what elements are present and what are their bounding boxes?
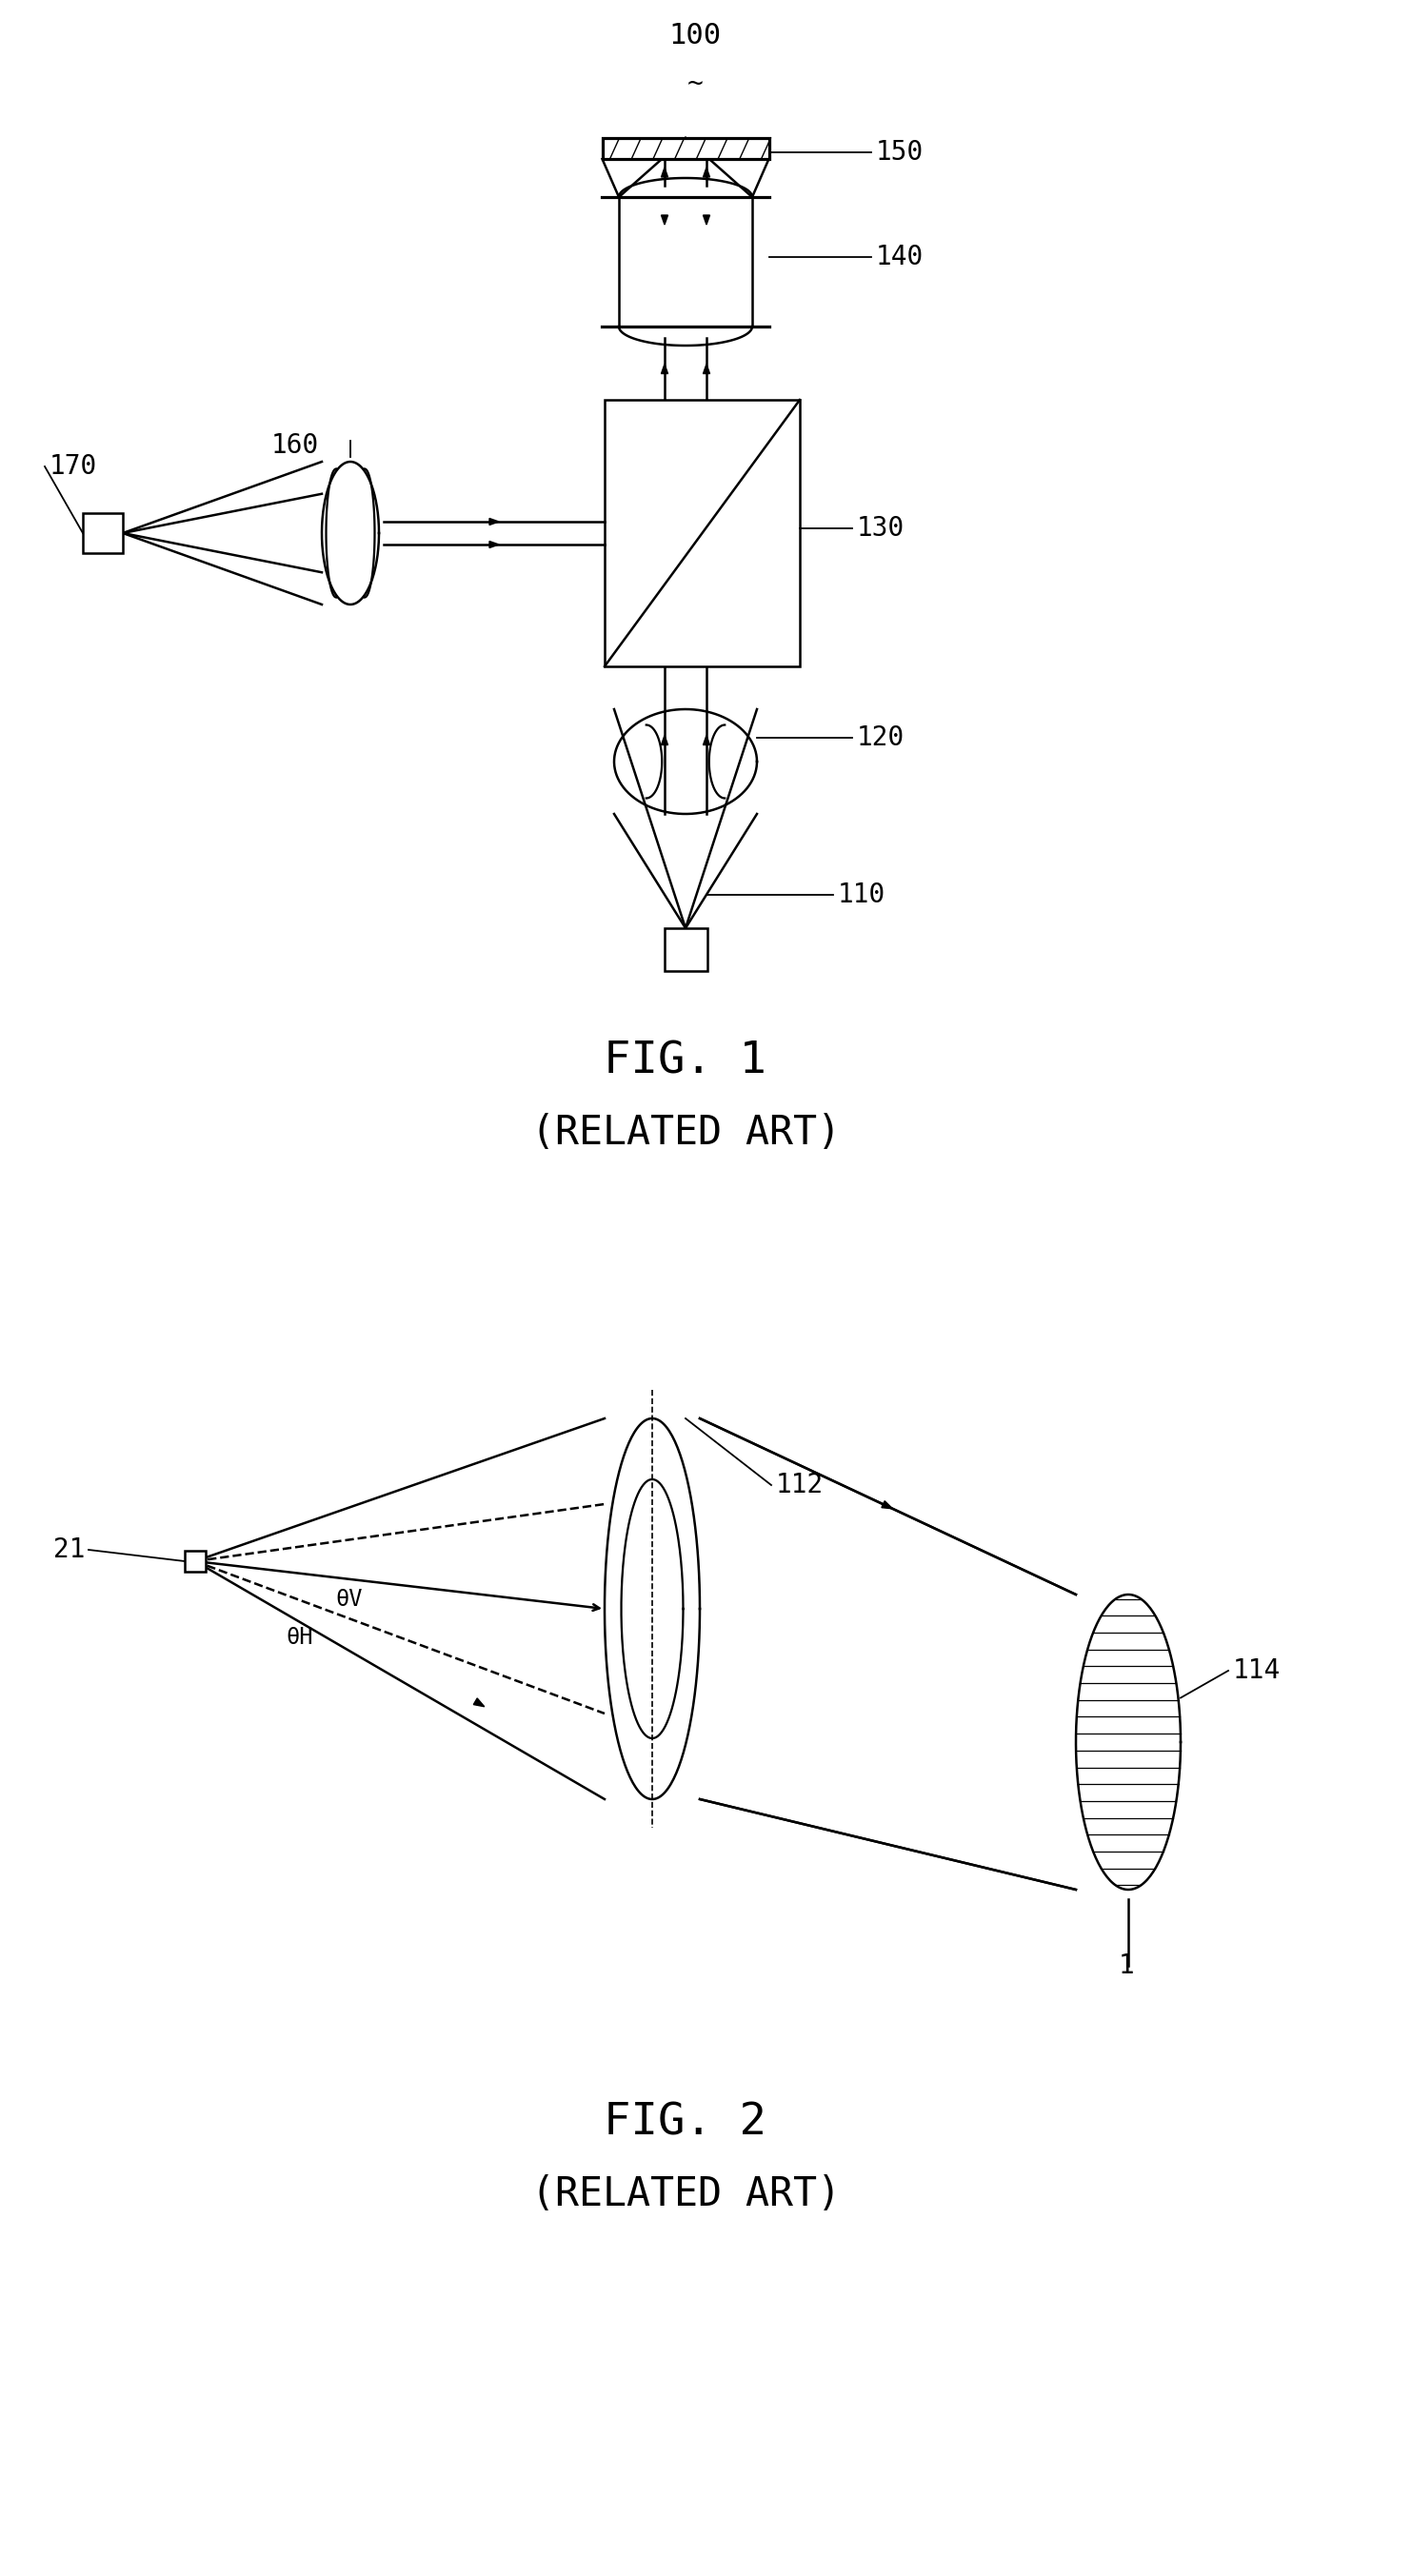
Polygon shape bbox=[490, 518, 498, 526]
Text: (RELATED ART): (RELATED ART) bbox=[531, 2174, 840, 2215]
Text: 110: 110 bbox=[837, 881, 885, 909]
Polygon shape bbox=[703, 216, 710, 224]
Text: 112: 112 bbox=[777, 1471, 823, 1499]
Polygon shape bbox=[490, 541, 498, 549]
Polygon shape bbox=[703, 167, 710, 178]
Polygon shape bbox=[703, 363, 710, 374]
Bar bbox=[185, 1551, 206, 1571]
Text: 170: 170 bbox=[49, 453, 97, 479]
Text: (RELATED ART): (RELATED ART) bbox=[531, 1113, 840, 1154]
Bar bbox=[604, 399, 799, 667]
Polygon shape bbox=[473, 1698, 484, 1708]
Bar bbox=[83, 513, 123, 554]
Bar bbox=[603, 139, 770, 160]
Bar bbox=[664, 927, 707, 971]
Polygon shape bbox=[661, 734, 668, 744]
Polygon shape bbox=[881, 1502, 892, 1510]
Polygon shape bbox=[661, 216, 668, 224]
Text: 140: 140 bbox=[875, 245, 923, 270]
Polygon shape bbox=[661, 167, 668, 178]
Text: 160: 160 bbox=[271, 433, 319, 459]
Text: FIG. 1: FIG. 1 bbox=[604, 1041, 767, 1082]
Polygon shape bbox=[661, 363, 668, 374]
Text: 1: 1 bbox=[1118, 1953, 1134, 1978]
Polygon shape bbox=[703, 734, 710, 744]
Text: ~: ~ bbox=[688, 70, 703, 98]
Text: 100: 100 bbox=[669, 21, 722, 49]
Text: 120: 120 bbox=[857, 724, 905, 752]
Text: θH: θH bbox=[287, 1625, 313, 1649]
Text: 130: 130 bbox=[857, 515, 905, 541]
Text: 150: 150 bbox=[875, 139, 923, 165]
Text: FIG. 2: FIG. 2 bbox=[604, 2102, 767, 2143]
Text: θV: θV bbox=[336, 1587, 363, 1610]
Text: 21: 21 bbox=[54, 1535, 86, 1564]
Text: 114: 114 bbox=[1233, 1656, 1281, 1685]
